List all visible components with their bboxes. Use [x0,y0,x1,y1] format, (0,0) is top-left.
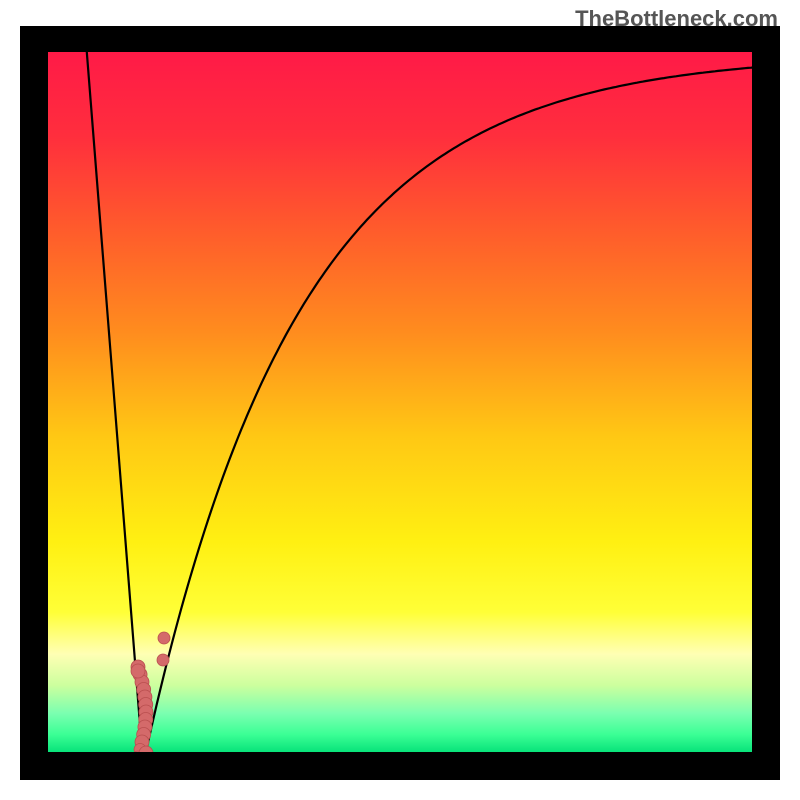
bottleneck-chart: TheBottleneck.com [0,0,800,800]
data-marker [158,632,170,644]
gradient-background [48,52,752,752]
chart-svg [0,0,800,800]
data-marker [157,654,169,666]
data-marker [131,664,145,678]
watermark-text: TheBottleneck.com [575,6,778,32]
